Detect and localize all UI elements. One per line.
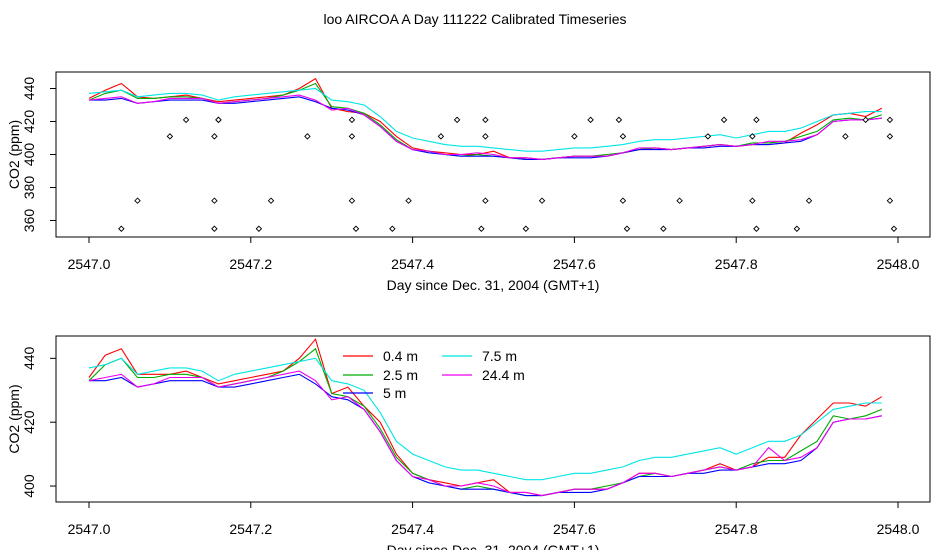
- legend-label: 24.4 m: [482, 367, 525, 383]
- top-series-group: [88, 77, 883, 160]
- top-diamond-marker: [453, 116, 461, 124]
- bottom-x-tick-label: 2548.0: [877, 521, 920, 537]
- bottom-y-tick-label: 400: [21, 474, 37, 498]
- bottom-series-line-24-4-m: [88, 370, 882, 497]
- top-diamond-marker: [793, 225, 801, 232]
- top-diamond-marker: [587, 116, 594, 124]
- top-diamond-marker: [660, 225, 667, 232]
- top-diamond-marker: [615, 116, 623, 124]
- top-diamond-marker: [348, 116, 356, 124]
- top-diamond-marker: [482, 116, 489, 124]
- bottom-y-axis-label: CO2 (ppm): [6, 384, 22, 453]
- bottom-x-tick-label: 2547.4: [391, 521, 434, 537]
- top-diamond-marker: [522, 225, 530, 232]
- top-y-axis-label: CO2 (ppm): [6, 120, 22, 189]
- top-diamond-marker: [478, 225, 485, 232]
- top-y-tick-label: 440: [21, 77, 37, 101]
- top-diamond-marker: [805, 197, 813, 204]
- top-diamond-marker: [389, 225, 396, 232]
- legend-label: 0.4 m: [383, 348, 418, 364]
- top-series-line-2: [89, 96, 882, 160]
- legend-label: 7.5 m: [482, 348, 517, 364]
- top-diamond-marker: [482, 197, 489, 204]
- legend-label: 2.5 m: [383, 367, 418, 383]
- legend-label: 5 m: [383, 385, 406, 401]
- top-diamond-marker: [749, 197, 756, 204]
- top-diamond-marker: [862, 116, 869, 124]
- top-diamond-marker: [348, 197, 356, 204]
- top-diamond-marker: [182, 116, 190, 124]
- top-x-tick-label: 2547.0: [68, 256, 111, 272]
- top-diamond-marker: [890, 225, 898, 232]
- top-diamond-marker: [623, 225, 631, 232]
- top-diamond-marker: [720, 116, 728, 124]
- top-diamond-marker: [255, 225, 263, 232]
- bottom-series-group: [88, 338, 883, 497]
- bottom-x-tick-label: 2547.2: [229, 521, 272, 537]
- top-diamond-marker: [749, 133, 756, 140]
- top-diamond-marker: [134, 197, 141, 204]
- top-diamond-marker: [842, 133, 849, 140]
- bottom-series-line-7-5-m: [88, 357, 882, 481]
- top-y-tick-label: 420: [21, 110, 37, 134]
- top-diamond-marker: [571, 133, 578, 140]
- bottom-x-tick-label: 2547.6: [553, 521, 596, 537]
- top-diamond-marker: [482, 133, 489, 140]
- top-diamond-marker: [704, 133, 712, 140]
- top-y-tick-label: 400: [21, 143, 37, 167]
- top-x-tick-label: 2547.2: [229, 256, 272, 272]
- top-series-line-3: [88, 87, 882, 152]
- top-diamond-marker: [211, 133, 218, 140]
- top-diamond-marker: [753, 116, 760, 124]
- top-diamond-marker: [676, 197, 683, 204]
- top-x-axis-label: Day since Dec. 31, 2004 (GMT+1): [387, 277, 600, 293]
- top-diamond-marker: [166, 133, 174, 140]
- top-diamond-marker: [619, 133, 627, 140]
- top-x-tick-label: 2547.4: [391, 256, 434, 272]
- top-diamond-marker: [304, 133, 311, 140]
- top-diamond-marker: [437, 133, 445, 140]
- bottom-x-axis-label: Day since Dec. 31, 2004 (GMT+1): [387, 542, 600, 550]
- figure-title: loo AIRCOA A Day 111222 Calibrated Times…: [323, 11, 627, 27]
- bottom-series-line-5-m: [89, 373, 882, 497]
- top-diamond-marker: [753, 225, 760, 232]
- top-diamond-marker: [405, 197, 412, 204]
- top-diamond-marker: [886, 116, 894, 124]
- top-diamond-marker: [538, 197, 546, 204]
- top-diamond-marker: [352, 225, 360, 232]
- top-diamond-marker: [211, 225, 218, 232]
- top-x-tick-label: 2547.6: [553, 256, 596, 272]
- top-diamond-marker: [886, 133, 894, 140]
- top-diamond-marker: [619, 197, 627, 204]
- top-x-tick-label: 2548.0: [877, 256, 920, 272]
- top-diamond-marker: [886, 197, 894, 204]
- bottom-y-tick-label: 440: [21, 346, 37, 370]
- top-y-tick-label: 380: [21, 176, 37, 200]
- top-diamond-marker: [267, 197, 275, 204]
- bottom-plot-frame: [55, 335, 931, 503]
- top-diamond-marker: [348, 133, 356, 140]
- bottom-x-tick-label: 2547.8: [715, 521, 758, 537]
- bottom-y-tick-label: 420: [21, 410, 37, 434]
- top-series-line-4: [88, 94, 882, 160]
- top-diamond-marker: [215, 116, 222, 124]
- top-diamond-marker: [118, 225, 125, 232]
- top-diamond-marker: [211, 197, 218, 204]
- top-x-tick-label: 2547.8: [715, 256, 758, 272]
- bottom-x-tick-label: 2547.0: [68, 521, 111, 537]
- top-y-tick-label: 360: [21, 209, 37, 233]
